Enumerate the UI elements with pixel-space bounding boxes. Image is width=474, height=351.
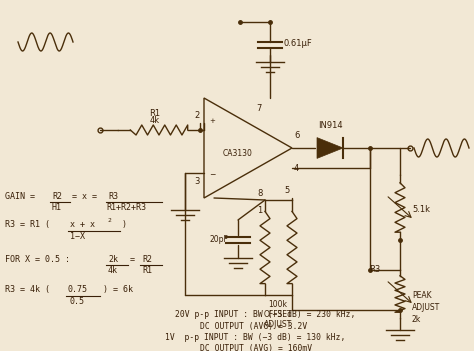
Text: 2k: 2k: [108, 255, 118, 264]
Text: R2: R2: [142, 255, 152, 264]
Text: GAIN =: GAIN =: [5, 192, 40, 201]
Text: FOR X = 0.5 :: FOR X = 0.5 :: [5, 255, 70, 264]
Text: 2: 2: [195, 111, 200, 119]
Text: PEAK: PEAK: [412, 291, 432, 300]
Text: 0.61μF: 0.61μF: [284, 40, 313, 48]
Text: R1+R2+R3: R1+R2+R3: [106, 203, 146, 212]
Text: DC OUTPUT (AVG) = 3.2V: DC OUTPUT (AVG) = 3.2V: [200, 322, 307, 331]
Text: 100k: 100k: [268, 300, 288, 309]
Text: 5.1k: 5.1k: [412, 205, 430, 214]
Text: 6: 6: [294, 131, 300, 140]
Text: 2: 2: [107, 218, 111, 223]
Text: ADJUST: ADJUST: [412, 304, 440, 312]
Text: R3: R3: [108, 192, 118, 201]
Text: H1: H1: [52, 203, 62, 212]
Text: 7: 7: [256, 104, 262, 113]
Text: R1: R1: [142, 266, 152, 275]
Text: R3 = R1 (: R3 = R1 (: [5, 220, 50, 229]
Text: 4: 4: [294, 164, 299, 173]
Text: 2k: 2k: [412, 316, 421, 325]
Text: 1: 1: [257, 206, 263, 215]
Text: 20V p-p INPUT : BW (−3 dB) = 230 kHz,: 20V p-p INPUT : BW (−3 dB) = 230 kHz,: [175, 310, 356, 319]
Text: 4k: 4k: [150, 116, 160, 125]
Text: +: +: [209, 118, 215, 124]
Text: R1: R1: [149, 109, 161, 118]
Text: DC OUTPUT (AVG) = 160mV: DC OUTPUT (AVG) = 160mV: [200, 344, 312, 351]
Text: 4k: 4k: [108, 266, 118, 275]
Text: x + x: x + x: [70, 220, 95, 229]
Text: 0.75: 0.75: [68, 285, 88, 294]
Text: ) = 6k: ) = 6k: [103, 285, 133, 294]
Text: R2: R2: [52, 192, 62, 201]
Text: ADJUST: ADJUST: [264, 320, 292, 329]
Text: 5: 5: [284, 186, 290, 195]
Text: CA3130: CA3130: [223, 148, 253, 158]
Text: 3: 3: [195, 177, 200, 186]
Text: 20pF: 20pF: [209, 236, 228, 245]
Text: 8: 8: [257, 189, 263, 198]
Text: = x =: = x =: [72, 192, 97, 201]
Text: 0.5: 0.5: [70, 297, 85, 306]
Text: R3 = 4k (: R3 = 4k (: [5, 285, 50, 294]
Polygon shape: [317, 138, 343, 158]
Text: IN914: IN914: [318, 121, 342, 130]
Text: −: −: [209, 171, 215, 179]
Text: =: =: [130, 255, 135, 264]
Text: 1V  p-p INPUT : BW (−3 dB) = 130 kHz,: 1V p-p INPUT : BW (−3 dB) = 130 kHz,: [165, 333, 346, 342]
Text: ): ): [122, 220, 127, 229]
Text: R3: R3: [369, 265, 380, 274]
Text: 1−X: 1−X: [70, 232, 85, 241]
Text: OFFSET: OFFSET: [264, 310, 292, 319]
